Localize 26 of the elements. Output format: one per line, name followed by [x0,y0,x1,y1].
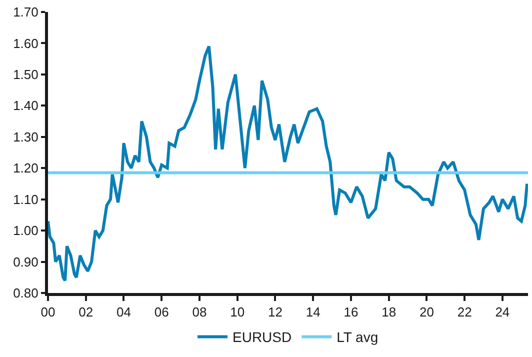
y-tick-label: 1.30 [13,129,38,144]
x-tick-label: 20 [419,304,434,320]
y-tick-label: 0.80 [13,286,38,301]
x-tick-label: 14 [306,304,320,320]
x-tick-label: 18 [382,304,396,320]
x-tick-label: 10 [230,304,245,320]
y-tick-label: 1.60 [13,36,38,51]
y-tick-label: 1.00 [13,223,38,238]
x-tick-label: 08 [192,304,207,320]
y-tick-label: 1.40 [13,98,38,114]
y-tick-label: 0.90 [13,254,38,270]
x-tick-label: 00 [40,304,56,320]
x-tick-label: 12 [268,304,282,320]
x-tick-label: 04 [116,304,131,320]
x-tick-label: 06 [154,304,169,320]
y-tick-label: 1.20 [13,160,38,176]
legend-label: LT avg [336,329,378,346]
y-tick-label: 1.70 [13,4,38,20]
y-tick-label: 1.50 [13,66,38,82]
y-tick-label: 1.10 [13,192,38,207]
legend-label: EURUSD [232,329,292,346]
x-tick-label: 24 [495,304,510,320]
line-series [48,44,528,282]
x-tick-label: 02 [78,304,94,320]
x-tick-label: 16 [344,304,358,320]
x-tick-label: 22 [457,304,472,320]
